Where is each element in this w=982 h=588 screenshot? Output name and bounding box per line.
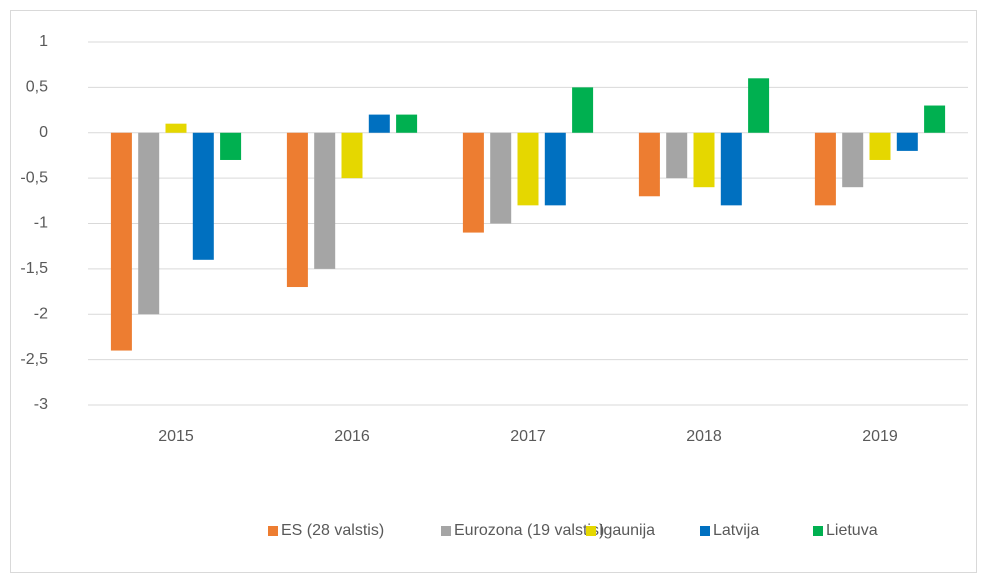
y-tick-label: -3 bbox=[34, 396, 48, 413]
x-tick-label: 2018 bbox=[686, 428, 722, 445]
x-tick-label: 2016 bbox=[334, 428, 370, 445]
x-tick-label: 2015 bbox=[158, 428, 194, 445]
legend-marker bbox=[586, 526, 596, 536]
bar bbox=[638, 132, 660, 197]
bar bbox=[368, 114, 390, 133]
legend-label: Eurozona (19 valstis) bbox=[454, 522, 604, 539]
bar bbox=[666, 132, 688, 179]
bar bbox=[544, 132, 566, 206]
legend-label: Lietuva bbox=[826, 522, 878, 539]
bar bbox=[869, 132, 891, 160]
y-tick-label: -1,5 bbox=[20, 260, 48, 277]
bar bbox=[314, 132, 336, 269]
bar bbox=[138, 132, 160, 315]
legend-label: ES (28 valstis) bbox=[281, 522, 384, 539]
y-tick-label: 0 bbox=[39, 124, 48, 141]
y-tick-label: -2,5 bbox=[20, 351, 48, 368]
bar bbox=[462, 132, 484, 233]
bar bbox=[192, 132, 214, 260]
legend-marker bbox=[700, 526, 710, 536]
bar bbox=[165, 123, 187, 133]
bar bbox=[220, 132, 242, 160]
x-tick-label: 2017 bbox=[510, 428, 546, 445]
bar bbox=[572, 87, 594, 133]
bar bbox=[396, 114, 418, 133]
x-tick-label: 2019 bbox=[862, 428, 898, 445]
bar bbox=[286, 132, 308, 288]
bar bbox=[517, 132, 539, 206]
legend-label: Igaunija bbox=[599, 522, 655, 539]
bar bbox=[490, 132, 512, 224]
y-tick-label: 0,5 bbox=[26, 79, 48, 96]
legend-marker bbox=[813, 526, 823, 536]
legend-label: Latvija bbox=[713, 522, 759, 539]
bar bbox=[748, 78, 770, 133]
bar bbox=[896, 132, 918, 151]
bar bbox=[693, 132, 715, 188]
bar bbox=[341, 132, 363, 179]
bar bbox=[720, 132, 742, 206]
y-tick-label: 1 bbox=[39, 33, 48, 50]
chart-border bbox=[10, 10, 977, 573]
bar bbox=[814, 132, 836, 206]
y-tick-label: -0,5 bbox=[20, 169, 48, 186]
bar bbox=[842, 132, 864, 188]
bar bbox=[110, 132, 132, 351]
y-tick-label: -2 bbox=[34, 305, 48, 322]
legend-marker bbox=[441, 526, 451, 536]
y-tick-label: -1 bbox=[34, 215, 48, 232]
legend-marker bbox=[268, 526, 278, 536]
bar bbox=[924, 105, 946, 133]
